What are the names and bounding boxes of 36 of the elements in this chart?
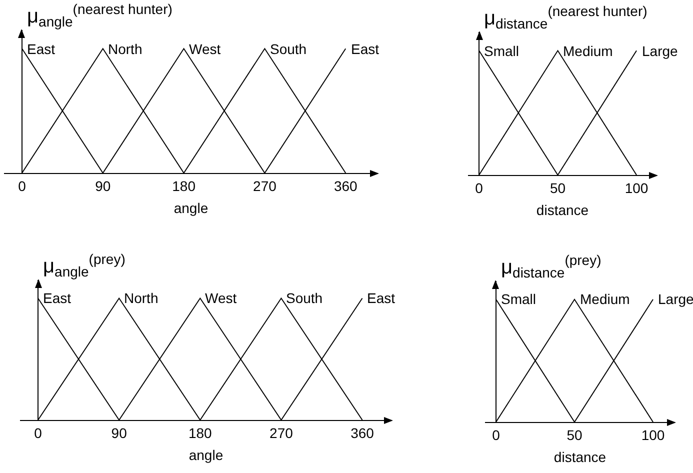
x-axis-title: distance (554, 449, 606, 466)
series-label: Large (658, 291, 693, 307)
series-label: South (270, 41, 307, 57)
x-tick-label: 90 (111, 424, 128, 441)
x-tick-label: 270 (270, 424, 294, 441)
series-label: West (205, 290, 237, 306)
x-tick-label: 180 (188, 424, 212, 441)
series-label: North (108, 41, 142, 57)
x-axis-title: distance (536, 202, 589, 218)
series-label: East (351, 41, 380, 57)
x-tick-label: 360 (334, 178, 358, 194)
x-tick-label: 0 (18, 178, 26, 194)
legend-label: Small (501, 291, 536, 307)
x-axis-title: angle (188, 447, 224, 464)
x-tick-label: 360 (350, 424, 374, 441)
x-axis-title: angle (174, 200, 208, 216)
x-tick-label: 50 (566, 426, 582, 443)
x-tick-label: 180 (172, 178, 196, 194)
legend-label: Small (484, 43, 520, 59)
series-label: East (367, 290, 396, 306)
x-tick-label: 0 (34, 424, 42, 441)
series-label: South (286, 290, 323, 306)
x-tick-label: 50 (550, 180, 566, 196)
series-label: Medium (563, 43, 613, 59)
x-tick-label: 0 (492, 426, 500, 443)
legend-label: East (27, 41, 56, 57)
x-tick-label: 90 (95, 178, 111, 194)
x-tick-label: 270 (253, 178, 277, 194)
series-label: Medium (580, 291, 630, 307)
x-tick-label: 100 (641, 426, 665, 443)
x-tick-label: 100 (624, 180, 648, 196)
series-label: North (124, 290, 158, 306)
series-label: Large (642, 43, 678, 59)
series-label: West (189, 41, 221, 57)
x-tick-label: 0 (475, 180, 484, 196)
legend-label: East (43, 290, 72, 306)
